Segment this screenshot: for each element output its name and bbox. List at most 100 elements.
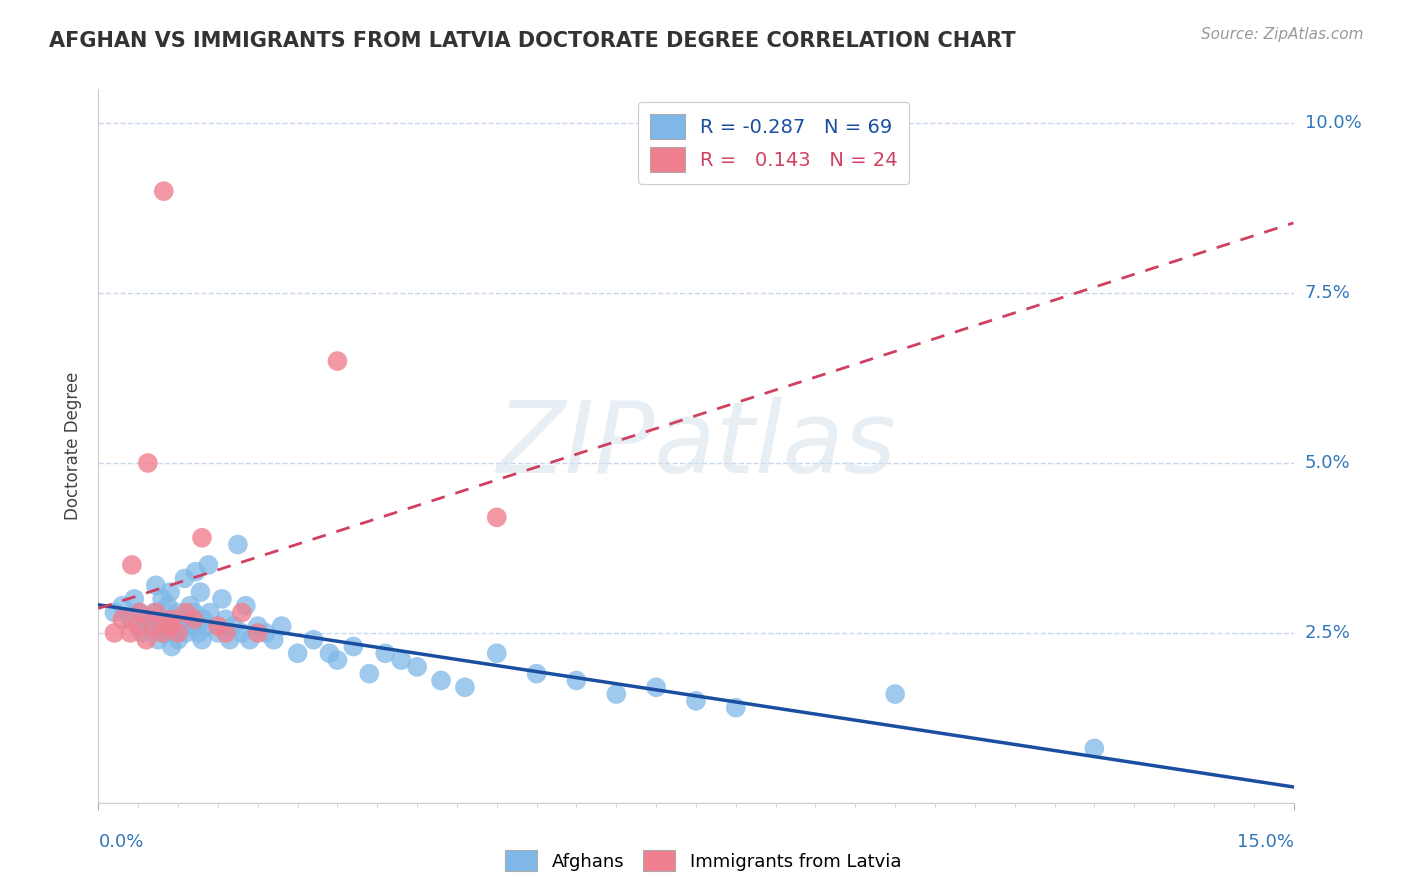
Point <box>163 626 186 640</box>
Point <box>231 626 253 640</box>
Point <box>120 626 142 640</box>
Point <box>179 599 201 613</box>
Point <box>152 184 174 198</box>
Point <box>159 619 181 633</box>
Text: 5.0%: 5.0% <box>1305 454 1350 472</box>
Point <box>222 619 245 633</box>
Point <box>173 572 195 586</box>
Point <box>172 619 194 633</box>
Point <box>485 510 508 524</box>
Point <box>155 612 177 626</box>
Point <box>124 591 146 606</box>
Legend: Afghans, Immigrants from Latvia: Afghans, Immigrants from Latvia <box>498 843 908 879</box>
Point <box>111 599 134 613</box>
Point <box>191 531 214 545</box>
Point <box>181 619 204 633</box>
Point <box>526 666 548 681</box>
Point <box>389 653 412 667</box>
Point <box>724 700 747 714</box>
Point <box>239 632 262 647</box>
Point <box>430 673 453 688</box>
Point <box>156 599 179 613</box>
Point <box>139 619 162 633</box>
Point <box>215 626 238 640</box>
Point <box>246 619 269 633</box>
Point <box>374 646 396 660</box>
Point <box>187 626 209 640</box>
Point <box>318 646 340 660</box>
Point <box>302 632 325 647</box>
Text: Source: ZipAtlas.com: Source: ZipAtlas.com <box>1201 27 1364 42</box>
Point <box>160 612 183 626</box>
Point <box>143 606 166 620</box>
Point <box>197 558 219 572</box>
Point <box>231 606 253 620</box>
Point <box>326 354 349 368</box>
Point <box>145 578 167 592</box>
Point <box>120 612 142 626</box>
Point <box>131 626 153 640</box>
Point <box>191 632 214 647</box>
Point <box>235 599 257 613</box>
Point <box>103 606 125 620</box>
Point <box>219 632 242 647</box>
Point <box>128 606 150 620</box>
Y-axis label: Doctorate Degree: Doctorate Degree <box>65 372 83 520</box>
Point <box>211 591 233 606</box>
Point <box>485 646 508 660</box>
Point <box>454 680 477 694</box>
Point <box>174 606 197 620</box>
Point <box>254 626 277 640</box>
Text: AFGHAN VS IMMIGRANTS FROM LATVIA DOCTORATE DEGREE CORRELATION CHART: AFGHAN VS IMMIGRANTS FROM LATVIA DOCTORA… <box>49 31 1015 51</box>
Point <box>127 606 149 620</box>
Point <box>226 537 249 551</box>
Point <box>152 626 174 640</box>
Point <box>190 585 212 599</box>
Point <box>148 632 170 647</box>
Text: 10.0%: 10.0% <box>1305 114 1361 132</box>
Point <box>645 680 668 694</box>
Point <box>150 591 173 606</box>
Point <box>167 626 190 640</box>
Point <box>166 606 188 620</box>
Text: ZIPatlas: ZIPatlas <box>496 398 896 494</box>
Point <box>174 626 197 640</box>
Point <box>215 612 238 626</box>
Point <box>207 619 229 633</box>
Point <box>176 612 198 626</box>
Point <box>685 694 707 708</box>
Point <box>150 626 173 640</box>
Point <box>406 660 429 674</box>
Point <box>884 687 907 701</box>
Point <box>135 612 157 626</box>
Point <box>207 626 229 640</box>
Point <box>287 646 309 660</box>
Point <box>160 640 183 654</box>
Point <box>149 619 172 633</box>
Point <box>127 619 149 633</box>
Point <box>136 456 159 470</box>
Point <box>121 558 143 572</box>
Point <box>270 619 292 633</box>
Point <box>103 626 125 640</box>
Point <box>359 666 381 681</box>
Point <box>143 619 166 633</box>
Point <box>167 632 190 647</box>
Point <box>342 640 364 654</box>
Point <box>184 565 207 579</box>
Point <box>565 673 588 688</box>
Point <box>111 612 134 626</box>
Point <box>263 632 285 647</box>
Point <box>159 585 181 599</box>
Point <box>195 619 218 633</box>
Text: 15.0%: 15.0% <box>1236 833 1294 851</box>
Text: 7.5%: 7.5% <box>1305 284 1351 302</box>
Point <box>193 612 215 626</box>
Text: 0.0%: 0.0% <box>98 833 143 851</box>
Point <box>183 612 205 626</box>
Point <box>145 606 167 620</box>
Point <box>183 606 205 620</box>
Point <box>1083 741 1105 756</box>
Point <box>605 687 627 701</box>
Point <box>198 606 221 620</box>
